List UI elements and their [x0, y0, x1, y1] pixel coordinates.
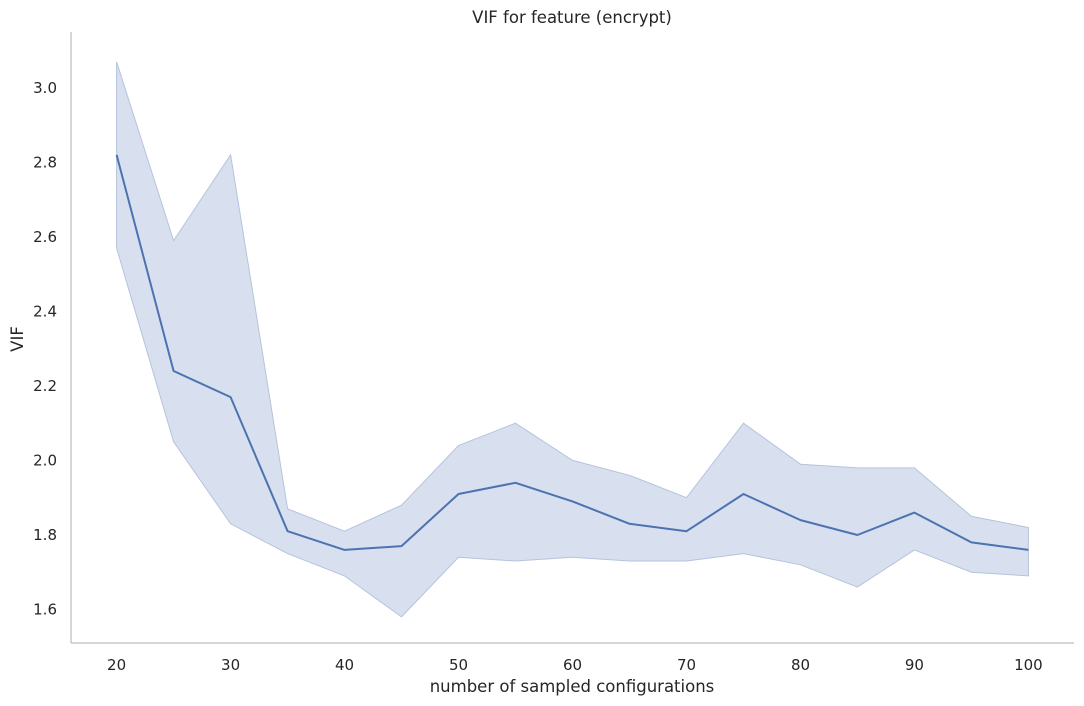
x-tick-label: 70: [677, 656, 696, 674]
y-tick-label: 2.8: [33, 153, 57, 171]
plot-area: [115, 61, 1029, 618]
x-tick-label: 30: [221, 656, 240, 674]
chart-title: VIF for feature (encrypt): [472, 8, 672, 27]
x-tick-label: 40: [335, 656, 354, 674]
y-tick-label: 1.8: [33, 526, 57, 544]
y-tick-label: 2.0: [33, 451, 57, 469]
y-tick-label: 2.2: [33, 377, 57, 395]
x-tick-label: 50: [449, 656, 468, 674]
confidence-band: [116, 61, 1029, 618]
y-tick-label: 2.6: [33, 228, 57, 246]
x-axis-title: number of sampled configurations: [430, 677, 715, 696]
x-tick-label: 90: [905, 656, 924, 674]
y-tick-label: 2.4: [33, 302, 57, 320]
y-tick-label: 3.0: [33, 79, 57, 97]
y-axis-title: VIF: [8, 326, 27, 352]
x-tick-label: 20: [107, 656, 126, 674]
x-tick-label: 80: [791, 656, 810, 674]
x-tick-label: 60: [563, 656, 582, 674]
y-axis-ticks: 1.6 1.8 2.0 2.2 2.4 2.6 2.8 3.0: [33, 79, 57, 619]
x-tick-label: 100: [1014, 656, 1043, 674]
x-axis-ticks: 20 30 40 50 60 70 80 90 100: [107, 656, 1043, 674]
mean-line: [115, 154, 1029, 551]
y-tick-label: 1.6: [33, 601, 57, 619]
